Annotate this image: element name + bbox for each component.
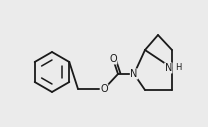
Text: O: O <box>109 54 117 64</box>
Text: O: O <box>100 84 108 94</box>
Text: H: H <box>175 64 182 73</box>
Text: N: N <box>165 63 172 73</box>
Text: N: N <box>130 69 138 79</box>
